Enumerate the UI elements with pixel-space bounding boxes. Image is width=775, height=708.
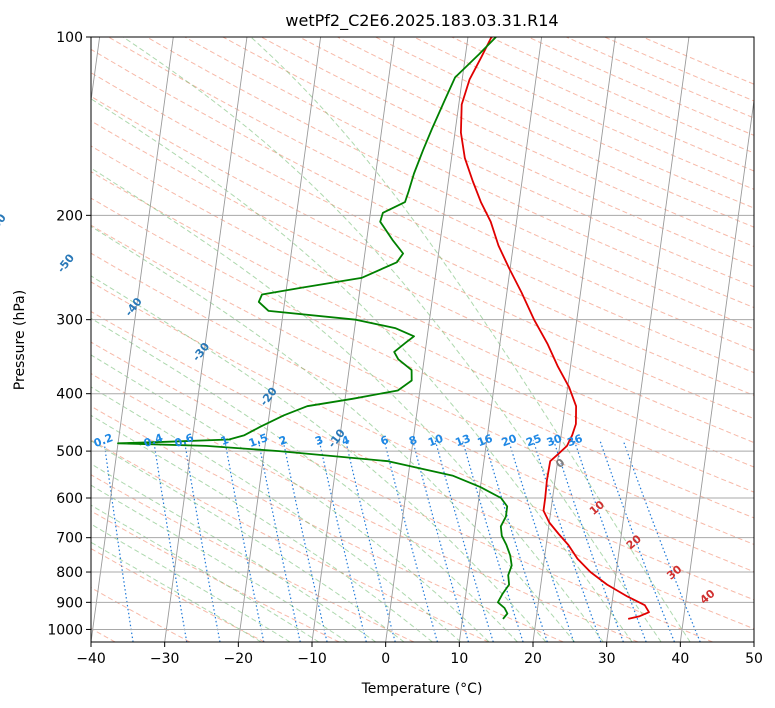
mixing-ratio-label: 10 <box>426 432 445 450</box>
moist-adiabat <box>91 440 405 642</box>
dry-adiabat <box>91 48 754 374</box>
mixing-ratio-label: 0.6 <box>173 431 196 450</box>
moist-adiabat <box>250 37 691 642</box>
x-tick-label: −40 <box>76 651 106 667</box>
moist-adiabat <box>91 225 575 642</box>
profile-series <box>117 37 650 620</box>
y-tick-label: 600 <box>56 491 83 507</box>
mixing-ratio-label: 16 <box>476 432 495 450</box>
moist-adiabat <box>91 523 291 642</box>
dry-adiabat <box>91 439 489 642</box>
moist-adiabat <box>91 167 604 642</box>
dry-adiabat-label: -60 <box>0 211 9 235</box>
mixing-ratio-line <box>462 440 524 642</box>
isotherm <box>385 37 469 642</box>
moist-adiabat <box>91 275 547 642</box>
mixing-ratio-line <box>573 440 647 642</box>
x-tick-label: 20 <box>524 651 542 667</box>
dry-adiabat <box>91 405 564 642</box>
x-tick-label: −10 <box>297 651 327 667</box>
dry-adiabat <box>91 373 639 642</box>
dry-adiabat <box>91 72 754 396</box>
isotherm <box>679 97 754 642</box>
y-tick-label: 1000 <box>47 622 83 638</box>
x-tick-label: 30 <box>598 651 616 667</box>
x-tick-label: 40 <box>671 651 689 667</box>
mixing-ratio-label: 4 <box>340 433 352 448</box>
mixing-ratio-label: 0.4 <box>142 431 165 450</box>
mixing-ratio-line <box>153 440 188 642</box>
y-tick-label: 500 <box>56 444 83 460</box>
x-axis-ticks: −40 −30 −20 −10 0 10 20 30 40 50 <box>76 642 763 667</box>
chart-title: wetPf2_C2E6.2025.183.03.31.R14 <box>285 11 558 31</box>
dry-adiabats <box>91 37 754 642</box>
dry-adiabat <box>91 95 754 420</box>
dry-adiabat <box>184 37 754 309</box>
x-tick-label: 10 <box>450 651 468 667</box>
moist-adiabat <box>91 463 376 642</box>
mixing-ratio-label: 6 <box>379 433 391 448</box>
y-axis-ticks: 100 200 300 400 500 600 700 800 900 1000 <box>47 30 91 638</box>
moist-adiabat <box>91 541 262 642</box>
mixing-ratio-label: 13 <box>453 432 472 449</box>
x-tick-label: 50 <box>745 651 763 667</box>
y-axis-label: Pressure (hPa) <box>12 290 28 390</box>
dry-adiabat <box>146 37 754 330</box>
dry-adiabat <box>91 197 754 519</box>
x-tick-label: −30 <box>150 651 180 667</box>
isotherm <box>532 37 616 642</box>
dry-adiabat <box>91 224 754 545</box>
temperature-profile <box>460 37 650 620</box>
isotherm <box>311 37 395 642</box>
dry-adiabat <box>91 548 265 642</box>
mixing-ratio-label: 25 <box>524 432 543 449</box>
x-axis-label: Temperature (°C) <box>361 681 483 697</box>
isotherm <box>91 37 174 642</box>
mixing-ratio-line <box>412 440 470 642</box>
y-tick-label: 200 <box>56 208 83 224</box>
mixing-ratio-line <box>257 440 301 642</box>
y-tick-label: 700 <box>56 531 83 547</box>
dry-adiabat <box>91 310 754 630</box>
mixing-ratio-line <box>553 440 624 642</box>
mixing-ratio-line <box>103 440 134 642</box>
isobars <box>91 37 754 630</box>
mixing-ratio-label: 1.5 <box>247 431 270 450</box>
mixing-ratio-line <box>434 440 494 642</box>
x-tick-label: 0 <box>381 651 390 667</box>
mixing-ratio-label: 0.2 <box>92 431 115 450</box>
mixing-ratio-line <box>282 440 328 642</box>
isotherm <box>164 37 248 642</box>
mixing-ratio-label: 1 <box>219 433 231 448</box>
isotherm <box>458 37 543 642</box>
mixing-ratio-line <box>318 440 367 642</box>
mixing-ratio-label: 30 <box>545 432 564 450</box>
y-tick-label: 800 <box>56 565 83 581</box>
moist-adiabat <box>91 504 319 642</box>
mixing-ratio-label: 3 <box>313 433 325 448</box>
mixing-ratio-line <box>383 440 438 642</box>
moist-adiabat <box>91 317 518 642</box>
dry-adiabat <box>108 37 754 352</box>
mixing-ratio-label: 8 <box>407 433 419 448</box>
isotherm <box>606 37 690 642</box>
plot-frame <box>90 36 755 643</box>
mixing-ratio-label: 20 <box>500 432 519 450</box>
y-tick-label: 400 <box>56 387 83 403</box>
moist-adiabat <box>91 484 348 642</box>
mixing-ratio-label: 2 <box>277 433 289 448</box>
y-tick-label: 900 <box>56 595 83 611</box>
mixing-ratio-line <box>224 440 265 642</box>
mixing-ratio-line <box>183 440 221 642</box>
x-tick-label: −20 <box>224 651 254 667</box>
isotherms <box>91 37 754 642</box>
dewpoint-profile <box>117 37 513 620</box>
isotherm <box>237 37 322 642</box>
y-tick-label: 100 <box>56 30 83 46</box>
dry-adiabat <box>91 281 754 601</box>
y-tick-label: 300 <box>56 313 83 329</box>
mixing-ratio-label: 36 <box>565 432 584 450</box>
